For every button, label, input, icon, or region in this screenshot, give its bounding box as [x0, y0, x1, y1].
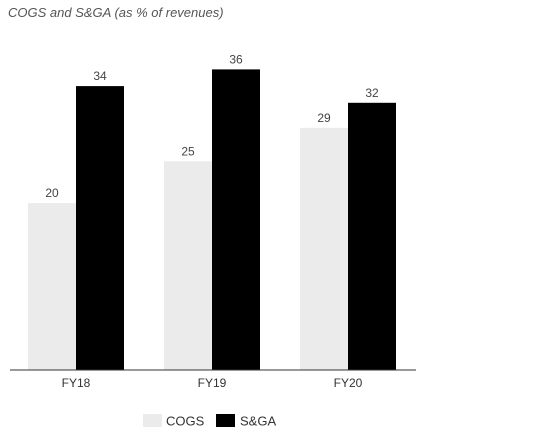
legend: COGS S&GA: [143, 414, 276, 429]
bar-sga-fy18: [76, 86, 124, 370]
data-label: 36: [229, 52, 243, 66]
legend-label: S&GA: [240, 414, 276, 429]
bar-sga-fy19: [212, 69, 260, 371]
bar-cogs-fy18: [28, 203, 76, 370]
legend-label: COGS: [166, 414, 205, 429]
bar-cogs-fy20: [300, 127, 348, 370]
labels-layer: 20 34 FY18 25 36 FY19 29 32 FY20: [45, 52, 379, 390]
data-label: 29: [317, 111, 331, 125]
legend-swatch: [143, 414, 162, 427]
data-label: 20: [45, 186, 59, 200]
data-label: 25: [181, 144, 195, 158]
data-label: 32: [365, 86, 379, 100]
x-tick-label: FY19: [198, 376, 227, 390]
x-tick-label: FY18: [62, 376, 91, 390]
bar-cogs-fy19: [164, 161, 212, 370]
chart-title: COGS and S&GA (as % of revenues): [8, 5, 224, 20]
bars-layer: [28, 69, 396, 371]
legend-swatch: [216, 414, 235, 427]
x-tick-label: FY20: [334, 376, 363, 390]
data-label: 34: [93, 69, 107, 83]
bar-sga-fy20: [348, 102, 396, 371]
